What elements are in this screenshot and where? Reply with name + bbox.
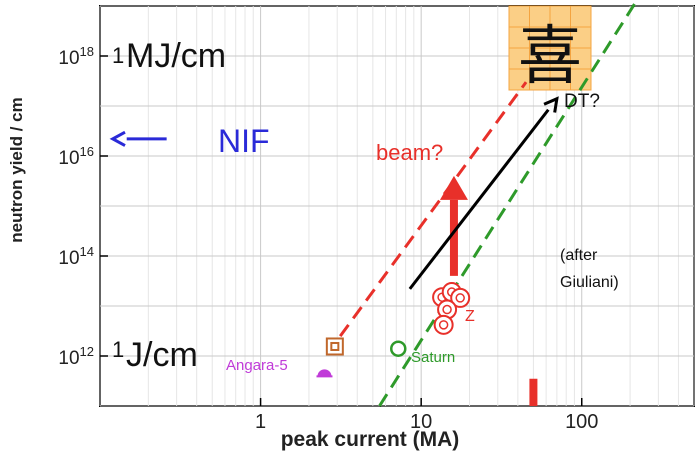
point-z-ring-inner (455, 293, 465, 303)
point-z-ring-inner (442, 304, 452, 315)
point-square-inner (330, 341, 340, 351)
axis-ticks: 1 10 100 1012 1014 1016 1018 (58, 44, 598, 433)
annotation-beam: beam? (376, 140, 443, 165)
trend-line-1 (378, 0, 639, 407)
y-tick-label: 1016 (58, 144, 94, 169)
label-z: Z (465, 308, 475, 325)
trend-line-0 (326, 81, 528, 355)
y-tick-label: 1014 (58, 244, 94, 269)
x-tick-label: 100 (565, 411, 598, 433)
stamp-glyph: 喜 (518, 20, 582, 94)
point-z-ring-inner (438, 320, 449, 330)
trend-lines (326, 0, 639, 407)
arrow-shaft-1 (408, 108, 550, 290)
arrow-head-1 (543, 96, 559, 113)
arrow-head-2 (109, 130, 126, 147)
y-tick-label: 1018 (58, 44, 94, 69)
annotation-prefix-j: 1 (112, 337, 124, 362)
y-axis-label: neutron yield / cm (7, 97, 26, 242)
annotation-mj-per-cm: MJ/cm (126, 37, 226, 75)
arrow-head-0 (439, 175, 468, 200)
annotation-after: (after (560, 247, 598, 264)
point-saturn (390, 340, 407, 357)
label-saturn: Saturn (411, 349, 455, 366)
annotation-dt: DT? (564, 91, 600, 112)
annotation-nif: NIF (218, 123, 270, 159)
point-angara-5 (317, 369, 332, 377)
stamp: 喜 (508, 5, 592, 94)
annotation-giuliani: Giuliani) (560, 274, 619, 291)
stamp-grid (509, 6, 591, 90)
arrows (109, 96, 559, 290)
annotation-j-per-cm: J/cm (126, 336, 198, 374)
x-tick-label: 1 (255, 411, 266, 433)
x-axis-label: peak current (MA) (281, 428, 460, 451)
y-tick-label: 1012 (58, 344, 94, 369)
data-points (316, 282, 471, 378)
label-angara-5: Angara-5 (226, 357, 288, 374)
x-tick-label: 10 (410, 411, 432, 433)
annotation-prefix-mj: 1 (112, 43, 124, 68)
point-z-ring (433, 314, 454, 335)
point-square-outer (325, 337, 344, 356)
point-z-ring (450, 287, 471, 308)
